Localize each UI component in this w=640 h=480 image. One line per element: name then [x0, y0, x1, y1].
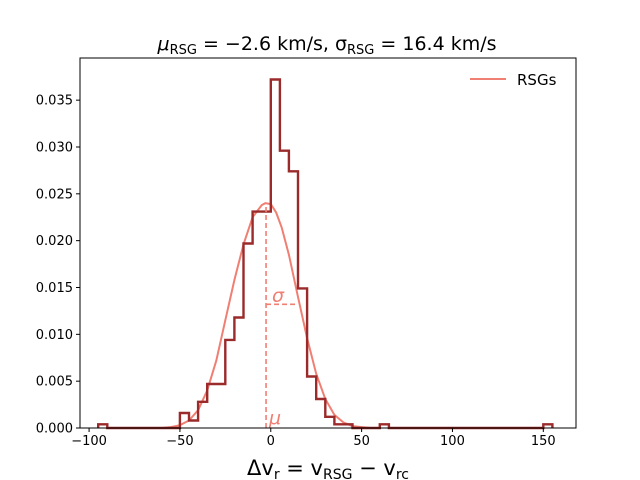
- y-tick-label: 0.035: [36, 94, 73, 109]
- histogram-bin-17: [316, 399, 325, 428]
- title-mu-symbol: μ: [156, 33, 169, 55]
- title-sigma-sub: RSG: [347, 43, 374, 58]
- title-sigma-symbol: σ: [335, 33, 347, 55]
- histogram-layer: [97, 78, 554, 430]
- title-sigma-eq: = 16.4 km/s: [374, 33, 496, 55]
- xlabel-sub2: RSG: [323, 467, 352, 480]
- x-axis-ticks: −100 −50 0 50 100 150: [71, 428, 556, 449]
- xlabel-lead: Δv: [247, 456, 274, 480]
- histogram-bin-24: [543, 424, 552, 428]
- annotation-layer: μσ: [265, 203, 296, 429]
- histogram-bin-5: [207, 384, 216, 428]
- x-tick-label: 50: [353, 434, 370, 449]
- histogram-bin-12: [271, 80, 280, 428]
- xlabel-sub1: r: [274, 467, 280, 480]
- histogram-bin-10: [253, 212, 262, 428]
- xlabel-sub3: rc: [396, 467, 409, 480]
- chart-title: μRSG = −2.6 km/s, σRSG = 16.4 km/s: [156, 33, 496, 58]
- mu-annotation: μ: [268, 407, 281, 429]
- title-mu-eq: = −2.6 km/s,: [197, 33, 329, 55]
- histogram-bin-14: [289, 171, 298, 428]
- axes-frame: [79, 57, 577, 429]
- y-tick-label: 0.005: [36, 375, 73, 390]
- y-axis-ticks: 0.000 0.005 0.010 0.015 0.020 0.025 0.030 0.035: [36, 94, 80, 437]
- sigma-annotation: σ: [272, 284, 285, 306]
- histogram-bin-4: [198, 402, 207, 428]
- histogram-bin-0: [98, 424, 107, 428]
- histogram-bin-18: [325, 417, 334, 428]
- histogram-bin-2: [180, 413, 189, 428]
- histogram-outline: [97, 78, 554, 430]
- x-axis-label: Δvr = vRSG − vrc: [247, 456, 409, 480]
- y-tick-label: 0.025: [36, 187, 73, 202]
- x-tick-label: −100: [71, 434, 107, 449]
- histogram-bin-8: [234, 317, 243, 428]
- xlabel-mid: = v: [280, 456, 323, 480]
- legend-label-rsgs: RSGs: [517, 71, 557, 89]
- histogram-bin-16: [307, 376, 316, 428]
- y-tick-label: 0.010: [36, 328, 73, 343]
- x-tick-label: 100: [440, 434, 465, 449]
- legend: RSGs: [470, 71, 557, 89]
- x-tick-label: 0: [267, 434, 275, 449]
- y-tick-label: 0.015: [36, 281, 73, 296]
- histogram-bin-6: [216, 384, 225, 428]
- histogram-bin-22: [380, 424, 389, 428]
- x-tick-label: −50: [166, 434, 193, 449]
- histogram-bin-9: [244, 243, 253, 428]
- histogram-bin-15: [298, 288, 307, 428]
- xlabel-dash: − v: [352, 456, 395, 480]
- histogram-bin-19: [334, 424, 343, 428]
- y-tick-label: 0.020: [36, 234, 73, 249]
- y-tick-label: 0.030: [36, 140, 73, 155]
- x-tick-label: 150: [531, 434, 556, 449]
- y-tick-label: 0.000: [36, 422, 73, 437]
- histogram-bin-3: [189, 421, 198, 428]
- histogram-bin-20: [343, 424, 352, 428]
- histogram-bin-7: [225, 340, 234, 428]
- title-mu-sub: RSG: [170, 43, 197, 58]
